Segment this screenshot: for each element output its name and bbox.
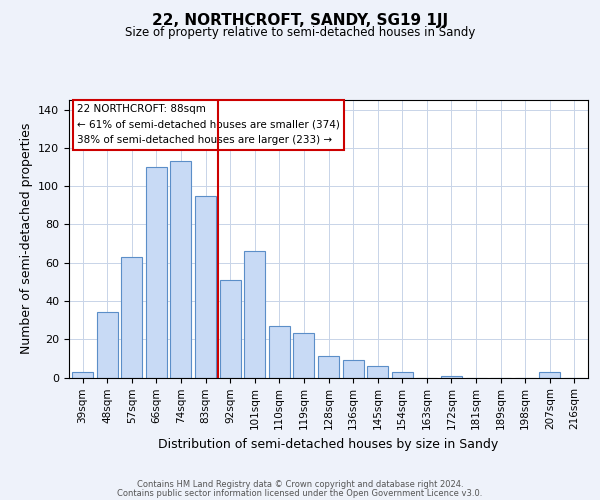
Bar	[121, 257, 142, 378]
Bar	[367, 366, 388, 378]
Bar	[269, 326, 290, 378]
Text: Contains public sector information licensed under the Open Government Licence v3: Contains public sector information licen…	[118, 488, 482, 498]
Bar	[72, 372, 93, 378]
Bar	[293, 334, 314, 378]
Bar	[146, 167, 167, 378]
Bar	[392, 372, 413, 378]
Bar	[343, 360, 364, 378]
Bar	[318, 356, 339, 378]
Bar	[97, 312, 118, 378]
Text: Size of property relative to semi-detached houses in Sandy: Size of property relative to semi-detach…	[125, 26, 475, 39]
Bar	[539, 372, 560, 378]
Text: Contains HM Land Registry data © Crown copyright and database right 2024.: Contains HM Land Registry data © Crown c…	[137, 480, 463, 489]
Bar	[441, 376, 462, 378]
Bar	[170, 161, 191, 378]
Y-axis label: Number of semi-detached properties: Number of semi-detached properties	[20, 123, 32, 354]
Text: 22 NORTHCROFT: 88sqm
← 61% of semi-detached houses are smaller (374)
38% of semi: 22 NORTHCROFT: 88sqm ← 61% of semi-detac…	[77, 104, 340, 146]
Bar	[195, 196, 216, 378]
Text: 22, NORTHCROFT, SANDY, SG19 1JJ: 22, NORTHCROFT, SANDY, SG19 1JJ	[152, 12, 448, 28]
X-axis label: Distribution of semi-detached houses by size in Sandy: Distribution of semi-detached houses by …	[158, 438, 499, 450]
Bar	[244, 251, 265, 378]
Bar	[220, 280, 241, 378]
